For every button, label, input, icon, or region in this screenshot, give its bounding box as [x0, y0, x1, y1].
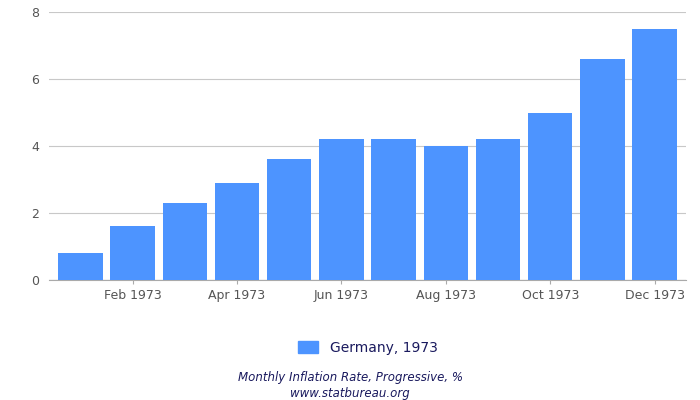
Text: www.statbureau.org: www.statbureau.org — [290, 388, 410, 400]
Bar — [528, 112, 573, 280]
Bar — [58, 253, 102, 280]
Bar — [476, 139, 520, 280]
Bar — [424, 146, 468, 280]
Legend: Germany, 1973: Germany, 1973 — [292, 335, 443, 360]
Bar — [111, 226, 155, 280]
Bar — [580, 59, 624, 280]
Bar — [633, 29, 677, 280]
Bar — [162, 203, 207, 280]
Text: Monthly Inflation Rate, Progressive, %: Monthly Inflation Rate, Progressive, % — [237, 372, 463, 384]
Bar — [319, 139, 363, 280]
Bar — [372, 139, 416, 280]
Bar — [267, 159, 312, 280]
Bar — [215, 183, 259, 280]
